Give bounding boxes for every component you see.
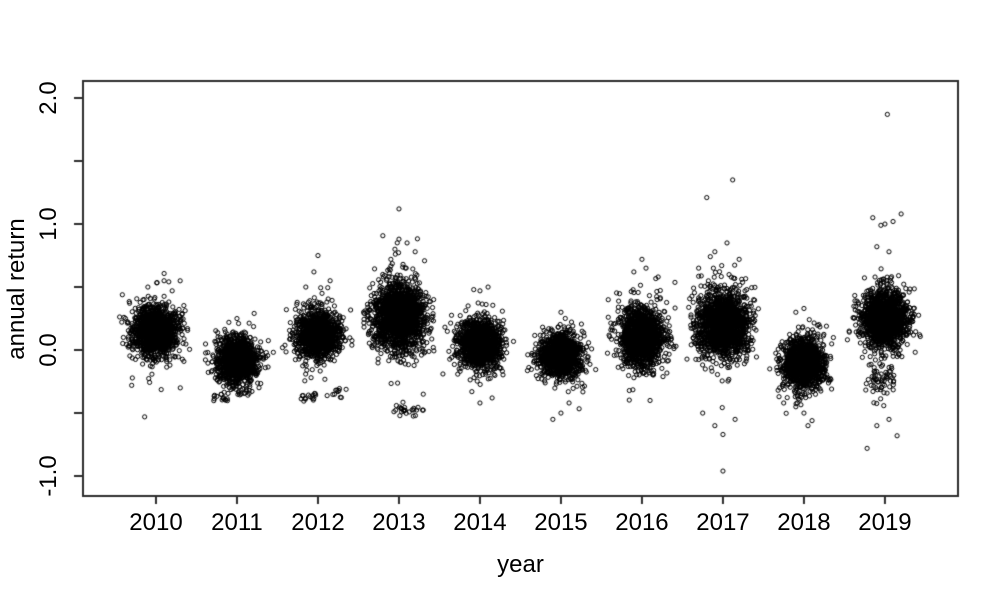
x-tick-label: 2010 (129, 509, 183, 536)
x-axis-title: year (497, 551, 544, 578)
x-tick-label: 2017 (696, 509, 750, 536)
y-tick-label: 2.0 (35, 81, 62, 115)
x-tick-label: 2018 (777, 509, 831, 536)
x-tick-label: 2019 (858, 509, 912, 536)
y-tick-label: -1.0 (35, 455, 62, 497)
x-tick-label: 2011 (211, 509, 263, 536)
x-tick-label: 2013 (372, 509, 426, 536)
y-tick-label: 0.0 (35, 333, 62, 367)
x-tick-label: 2014 (453, 509, 507, 536)
x-tick-label: 2012 (291, 509, 345, 536)
x-tick-label: 2016 (615, 509, 669, 536)
x-tick-label: 2015 (534, 509, 588, 536)
y-axis-title: annual return (3, 217, 30, 360)
y-tick-label: 1.0 (35, 207, 62, 241)
